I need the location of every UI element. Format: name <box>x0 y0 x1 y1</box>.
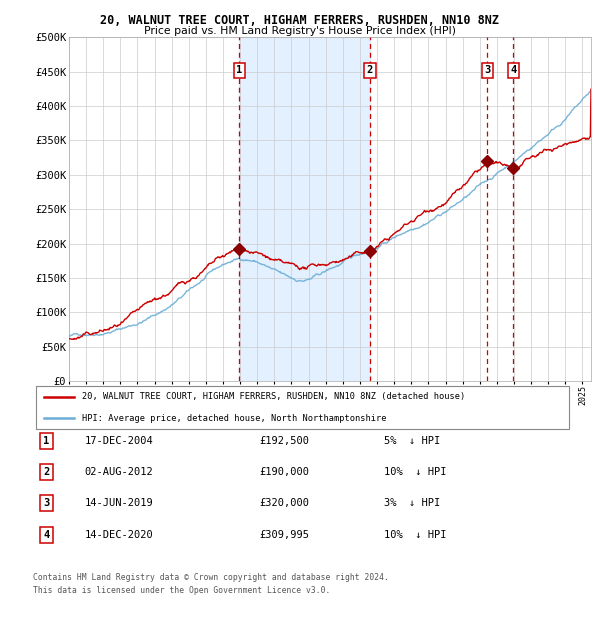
Text: 14-JUN-2019: 14-JUN-2019 <box>84 498 153 508</box>
Text: This data is licensed under the Open Government Licence v3.0.: This data is licensed under the Open Gov… <box>33 586 331 595</box>
Text: 14-DEC-2020: 14-DEC-2020 <box>84 529 153 539</box>
Text: 5%  ↓ HPI: 5% ↓ HPI <box>384 436 440 446</box>
Text: 3: 3 <box>484 65 491 75</box>
Text: Contains HM Land Registry data © Crown copyright and database right 2024.: Contains HM Land Registry data © Crown c… <box>33 574 389 583</box>
Text: £192,500: £192,500 <box>260 436 310 446</box>
Text: 2: 2 <box>367 65 373 75</box>
Text: 17-DEC-2004: 17-DEC-2004 <box>84 436 153 446</box>
Text: £309,995: £309,995 <box>260 529 310 539</box>
Text: £320,000: £320,000 <box>260 498 310 508</box>
Text: 20, WALNUT TREE COURT, HIGHAM FERRERS, RUSHDEN, NN10 8NZ: 20, WALNUT TREE COURT, HIGHAM FERRERS, R… <box>101 14 499 27</box>
Text: £190,000: £190,000 <box>260 467 310 477</box>
Text: 10%  ↓ HPI: 10% ↓ HPI <box>384 529 446 539</box>
Text: 4: 4 <box>43 529 50 539</box>
Text: Price paid vs. HM Land Registry's House Price Index (HPI): Price paid vs. HM Land Registry's House … <box>144 26 456 36</box>
Text: 4: 4 <box>510 65 517 75</box>
Text: 1: 1 <box>236 65 242 75</box>
Text: 3: 3 <box>43 498 50 508</box>
Text: 2: 2 <box>43 467 50 477</box>
Text: 02-AUG-2012: 02-AUG-2012 <box>84 467 153 477</box>
Bar <box>239 37 370 381</box>
Text: 20, WALNUT TREE COURT, HIGHAM FERRERS, RUSHDEN, NN10 8NZ (detached house): 20, WALNUT TREE COURT, HIGHAM FERRERS, R… <box>82 392 465 402</box>
Text: 10%  ↓ HPI: 10% ↓ HPI <box>384 467 446 477</box>
Text: HPI: Average price, detached house, North Northamptonshire: HPI: Average price, detached house, Nort… <box>82 414 386 423</box>
Text: 3%  ↓ HPI: 3% ↓ HPI <box>384 498 440 508</box>
FancyBboxPatch shape <box>36 386 569 429</box>
Text: 1: 1 <box>43 436 50 446</box>
